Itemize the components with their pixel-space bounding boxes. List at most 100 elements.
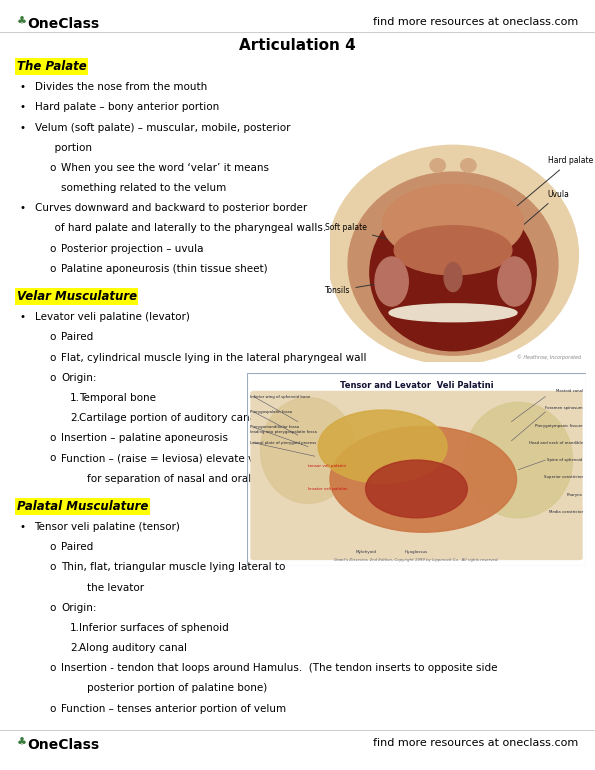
Ellipse shape — [261, 397, 355, 504]
Text: Articulation 4: Articulation 4 — [239, 38, 356, 53]
Text: portion: portion — [35, 142, 92, 152]
Text: Temporal bone: Temporal bone — [79, 393, 156, 403]
Ellipse shape — [464, 402, 572, 517]
Text: o: o — [49, 663, 56, 673]
Text: o: o — [49, 434, 56, 444]
Text: o: o — [49, 243, 56, 253]
Text: Grant's Dissector, 2nd Edition, Copyright 1999 by Lippincott Co.  All rights res: Grant's Dissector, 2nd Edition, Copyrigh… — [334, 558, 499, 562]
Text: Pterygospalatin fossa: Pterygospalatin fossa — [250, 410, 292, 414]
Text: for separation of nasal and oral cavities: for separation of nasal and oral cavitie… — [61, 474, 295, 484]
Text: Palatine aponeurosis (thin tissue sheet): Palatine aponeurosis (thin tissue sheet) — [61, 264, 268, 274]
Text: Function – (raise = leviosa) elevate velum: Function – (raise = leviosa) elevate vel… — [61, 454, 280, 464]
Text: ♣: ♣ — [17, 17, 27, 27]
Text: Spine of sphenoid: Spine of sphenoid — [547, 458, 583, 462]
Text: Foramen spinosum: Foramen spinosum — [545, 407, 583, 410]
Text: Mylohyoid: Mylohyoid — [355, 551, 376, 554]
Text: 1.: 1. — [70, 393, 80, 403]
Text: Cartilage portion of auditory canal: Cartilage portion of auditory canal — [79, 413, 259, 423]
Text: Divides the nose from the mouth: Divides the nose from the mouth — [35, 82, 206, 92]
Text: posterior portion of palatine bone): posterior portion of palatine bone) — [61, 684, 268, 694]
Text: Velum (soft palate) – muscular, mobile, posterior: Velum (soft palate) – muscular, mobile, … — [35, 122, 290, 132]
Text: •: • — [20, 203, 26, 213]
Ellipse shape — [394, 226, 512, 275]
Text: OneClass: OneClass — [27, 17, 99, 31]
Text: Soft palate: Soft palate — [325, 223, 409, 245]
Text: levator veli palatini: levator veli palatini — [308, 487, 347, 491]
Text: o: o — [49, 333, 56, 343]
Text: OneClass: OneClass — [27, 738, 99, 752]
Text: o: o — [49, 562, 56, 572]
Text: o: o — [49, 454, 56, 464]
Text: Palatal Musculature: Palatal Musculature — [17, 500, 148, 513]
Text: Insertion – palatine aponeurosis: Insertion – palatine aponeurosis — [61, 434, 228, 444]
Ellipse shape — [389, 304, 517, 322]
Text: Pharynx: Pharynx — [567, 493, 583, 497]
Ellipse shape — [444, 263, 462, 292]
Text: Inferior wing of sphenoid bone: Inferior wing of sphenoid bone — [250, 394, 311, 399]
Text: Posterior projection – uvula: Posterior projection – uvula — [61, 243, 203, 253]
Text: Head and neck of mandible: Head and neck of mandible — [529, 440, 583, 445]
Text: Origin:: Origin: — [61, 603, 97, 613]
Ellipse shape — [383, 184, 524, 263]
Ellipse shape — [370, 194, 536, 350]
Text: Curves downward and backward to posterior border: Curves downward and backward to posterio… — [35, 203, 307, 213]
Ellipse shape — [328, 146, 578, 364]
Text: Mastoid canal: Mastoid canal — [556, 389, 583, 393]
Text: 2.: 2. — [70, 413, 80, 423]
Text: o: o — [49, 373, 56, 383]
Text: Paired: Paired — [61, 542, 93, 552]
Text: Paired: Paired — [61, 333, 93, 343]
Ellipse shape — [365, 460, 468, 517]
Text: •: • — [20, 312, 26, 322]
Ellipse shape — [330, 427, 516, 532]
Text: o: o — [49, 542, 56, 552]
Text: o: o — [49, 704, 56, 714]
Text: Insertion - tendon that loops around Hamulus.  (The tendon inserts to opposite s: Insertion - tendon that loops around Ham… — [61, 663, 498, 673]
Text: Tensor veli palatine (tensor): Tensor veli palatine (tensor) — [35, 522, 180, 532]
Text: © Heathrow, Incorporated: © Heathrow, Incorporated — [517, 354, 581, 360]
Text: Pterygotympanic fissure: Pterygotympanic fissure — [535, 424, 583, 427]
Ellipse shape — [498, 257, 531, 306]
Text: •: • — [20, 102, 26, 112]
Text: When you see the word ‘velar’ it means: When you see the word ‘velar’ it means — [61, 163, 270, 173]
Text: Flat, cylindrical muscle lying in the lateral pharyngeal wall: Flat, cylindrical muscle lying in the la… — [61, 353, 367, 363]
Text: Function – tenses anterior portion of velum: Function – tenses anterior portion of ve… — [61, 704, 286, 714]
Text: Inferior surfaces of sphenoid: Inferior surfaces of sphenoid — [79, 623, 229, 633]
Text: The Palate: The Palate — [17, 60, 86, 73]
Text: Levator veli palatine (levator): Levator veli palatine (levator) — [35, 312, 189, 322]
Text: the levator: the levator — [61, 583, 145, 593]
Text: o: o — [49, 603, 56, 613]
Text: Velar Musculature: Velar Musculature — [17, 290, 137, 303]
Ellipse shape — [348, 172, 558, 355]
Text: 1.: 1. — [70, 623, 80, 633]
Text: Origin:: Origin: — [61, 373, 97, 383]
Ellipse shape — [461, 159, 476, 172]
Text: of hard palate and laterally to the pharyngeal walls.: of hard palate and laterally to the phar… — [35, 223, 325, 233]
Text: Superior constrictor: Superior constrictor — [544, 475, 583, 480]
Text: Tensor and Levator  Veli Palatini: Tensor and Levator Veli Palatini — [340, 381, 493, 390]
Text: Along auditory canal: Along auditory canal — [79, 643, 187, 653]
Text: find more resources at oneclass.com: find more resources at oneclass.com — [373, 738, 578, 748]
Ellipse shape — [430, 159, 445, 172]
Text: Thin, flat, triangular muscle lying lateral to: Thin, flat, triangular muscle lying late… — [61, 562, 286, 572]
Text: Lateral plate of pterygoid process: Lateral plate of pterygoid process — [250, 440, 317, 445]
Ellipse shape — [375, 257, 408, 306]
Text: Hard palate – bony anterior portion: Hard palate – bony anterior portion — [35, 102, 219, 112]
Text: •: • — [20, 522, 26, 532]
Ellipse shape — [318, 410, 447, 484]
FancyBboxPatch shape — [250, 390, 583, 561]
Text: •: • — [20, 82, 26, 92]
Text: Tonsils: Tonsils — [325, 282, 389, 295]
Text: •: • — [20, 122, 26, 132]
Text: 2.: 2. — [70, 643, 80, 653]
Text: o: o — [49, 264, 56, 274]
Text: o: o — [49, 353, 56, 363]
Text: Media constrictor: Media constrictor — [549, 510, 583, 514]
Text: Hard palate: Hard palate — [506, 156, 593, 215]
Text: something related to the velum: something related to the velum — [35, 183, 226, 193]
Text: find more resources at oneclass.com: find more resources at oneclass.com — [373, 17, 578, 27]
Text: ♣: ♣ — [17, 738, 27, 748]
Text: o: o — [49, 163, 56, 173]
Text: Pterygomandibular fossa
leading into pterygospalatin fossa: Pterygomandibular fossa leading into pte… — [250, 425, 317, 434]
Text: Hyoglossus: Hyoglossus — [405, 551, 428, 554]
